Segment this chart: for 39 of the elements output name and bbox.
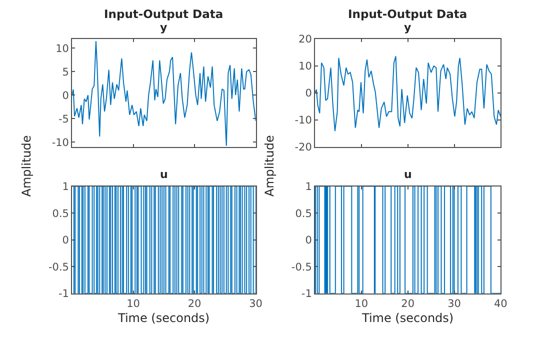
y-tick-label: 0 xyxy=(305,234,312,246)
x-tick-label: 10 xyxy=(126,298,140,310)
y-tick-label: 0 xyxy=(62,90,69,102)
x-tick-label: 20 xyxy=(188,298,202,310)
y-tick-label: -0.5 xyxy=(291,261,312,274)
y-tick-label: 10 xyxy=(56,42,69,55)
y-axis-title: Amplitude xyxy=(262,135,277,197)
x-tick-label: 30 xyxy=(448,298,461,310)
y-axis-title: Amplitude xyxy=(20,135,34,197)
y-tick-label: 0 xyxy=(305,87,312,100)
x-tick-label: 40 xyxy=(494,298,508,310)
x-tick-label: 30 xyxy=(249,298,262,310)
chart-title: u xyxy=(404,168,412,181)
y-tick-label: 20 xyxy=(298,33,312,46)
y-tick-label: 0.5 xyxy=(52,208,69,220)
line-series xyxy=(315,56,501,132)
y-tick-label: 5 xyxy=(62,66,69,78)
chart-subtitle: y xyxy=(160,21,168,34)
y-tick-label: -10 xyxy=(294,114,312,126)
chart-title: Input-Output Data xyxy=(348,7,468,21)
y-tick-label: 1 xyxy=(62,180,69,193)
y-tick-label: -10 xyxy=(52,136,69,149)
x-tick-label: 10 xyxy=(354,298,368,310)
y-tick-label: -1 xyxy=(58,288,69,300)
x-tick-label: 20 xyxy=(401,298,415,310)
y-tick-label: 1 xyxy=(305,180,312,193)
y-tick-label: -1 xyxy=(301,288,312,300)
chart-subtitle: y xyxy=(404,21,412,34)
line-series xyxy=(72,40,256,146)
x-axis-title: Time (seconds) xyxy=(117,311,210,325)
y-tick-label: -0.5 xyxy=(48,261,69,274)
x-axis-title: Time (seconds) xyxy=(361,311,454,325)
y-tick-label: -20 xyxy=(294,141,312,154)
chart-title: Input-Output Data xyxy=(104,7,224,21)
y-tick-label: 0 xyxy=(62,234,69,246)
y-tick-label: 0.5 xyxy=(295,208,312,220)
y-tick-label: 10 xyxy=(298,60,312,72)
chart-title: u xyxy=(160,168,168,181)
y-tick-label: -5 xyxy=(58,113,69,126)
